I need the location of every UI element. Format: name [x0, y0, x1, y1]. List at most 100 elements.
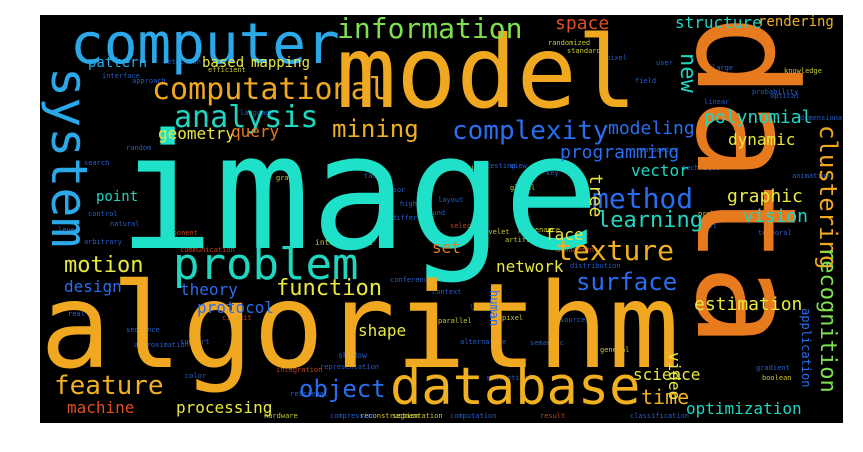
word-mining: mining	[332, 115, 419, 143]
word-time: time	[641, 385, 690, 409]
small-word: detection	[163, 58, 201, 66]
small-word: source	[560, 316, 586, 324]
word-surface: surface	[576, 268, 678, 296]
small-word: representation	[320, 363, 380, 371]
word-data: data	[665, 15, 826, 348]
word-clustering: clustering	[814, 125, 842, 270]
small-word: classification	[630, 412, 690, 420]
small-word: dimensional	[800, 114, 843, 122]
small-word: alternative	[460, 338, 507, 346]
small-word: interface	[102, 72, 140, 80]
word-protocol: protocol	[197, 298, 275, 317]
word-query: query	[231, 122, 280, 141]
word-point: point	[96, 189, 139, 205]
word-algorithm: algorithm	[40, 257, 680, 395]
word-estimation: estimation	[694, 294, 803, 315]
small-word: sequence	[126, 326, 160, 334]
word-face: face	[545, 225, 584, 244]
small-word: technique	[682, 164, 720, 172]
small-word: shadow	[338, 351, 367, 360]
word-network: network	[496, 257, 564, 276]
word-image: image	[118, 99, 600, 286]
word-design: design	[64, 277, 122, 296]
word-programming: programming	[560, 142, 680, 163]
small-word: arbitrary	[84, 238, 122, 246]
small-word: retrieval	[290, 390, 328, 398]
small-word: intelligence	[315, 238, 373, 247]
word-complexity: complexity	[452, 116, 609, 146]
small-word: gradient	[756, 364, 790, 372]
small-word: circuit	[222, 314, 252, 322]
small-word: key	[546, 169, 559, 177]
small-word: line	[470, 304, 487, 312]
small-word: animation	[792, 172, 830, 180]
small-word: probabilistic	[698, 210, 753, 218]
word-new: new	[675, 53, 700, 93]
word-tree: tree	[585, 174, 606, 218]
small-word: hardware	[264, 412, 298, 420]
word-graphic: graphic	[727, 186, 803, 207]
word-modeling: modeling	[608, 118, 695, 139]
word-polynomial: polynomial	[704, 107, 813, 128]
small-word: natural	[110, 220, 140, 228]
small-word: randomized	[548, 39, 591, 47]
small-word: bound	[424, 209, 446, 217]
word-theory: theory	[180, 280, 238, 299]
small-word: user	[656, 59, 673, 67]
word-based: based	[202, 55, 245, 71]
small-word: language	[240, 109, 274, 117]
small-word: real	[68, 310, 85, 318]
small-word: level	[58, 226, 80, 234]
word-motion: motion	[64, 253, 144, 278]
small-word: linear	[704, 98, 730, 106]
small-word: constraint	[720, 78, 763, 86]
small-word: control	[88, 210, 118, 218]
word-computational: computational	[152, 72, 387, 107]
small-word: approach	[132, 77, 166, 85]
word-analysis: analysis	[174, 100, 319, 135]
word-database: database	[390, 357, 641, 417]
word-model: model	[336, 15, 638, 131]
word-geometry: geometry	[158, 124, 236, 143]
small-word: cell	[440, 274, 457, 282]
small-word: color	[185, 372, 207, 380]
word-information: information	[337, 15, 523, 45]
small-word: approximation	[134, 341, 189, 349]
small-word: probability	[752, 88, 799, 96]
small-word: field	[635, 77, 657, 85]
small-word: view	[510, 162, 527, 170]
word-recognition: recognition	[815, 247, 840, 393]
small-word: efficient	[208, 66, 246, 74]
small-word: test	[700, 222, 717, 230]
word-function: function	[276, 276, 382, 301]
small-word: search	[84, 159, 110, 167]
small-word: wavelet	[480, 228, 510, 236]
small-word: semantic	[530, 339, 564, 347]
word-processing: processing	[176, 398, 273, 417]
small-word: pixel	[502, 314, 524, 322]
small-word: different	[392, 214, 430, 222]
small-word: compression	[330, 412, 377, 420]
small-word: graph	[276, 174, 298, 182]
small-word: support	[180, 338, 210, 346]
small-word: boolean	[762, 374, 792, 382]
word-application: application	[799, 308, 813, 388]
small-word: temporal	[758, 229, 792, 237]
small-word: parameter	[640, 146, 678, 154]
small-word: testing	[486, 162, 516, 170]
small-word: reconstruction	[360, 412, 420, 420]
word-rendering: rendering	[758, 15, 834, 30]
word-mapping: mapping	[251, 55, 311, 71]
small-word: integration	[276, 366, 323, 374]
word-computer: computer	[70, 15, 340, 77]
small-word: random	[126, 144, 152, 152]
small-word: global	[510, 184, 536, 192]
word-problem: problem	[173, 239, 359, 290]
small-word: statistical	[486, 374, 533, 382]
word-object: object	[299, 375, 386, 403]
small-word: pixel	[606, 54, 628, 62]
small-word: digital	[458, 164, 488, 172]
word-learning: learning	[597, 208, 703, 233]
small-word: task	[364, 172, 381, 180]
small-word: segmentation	[392, 412, 443, 420]
